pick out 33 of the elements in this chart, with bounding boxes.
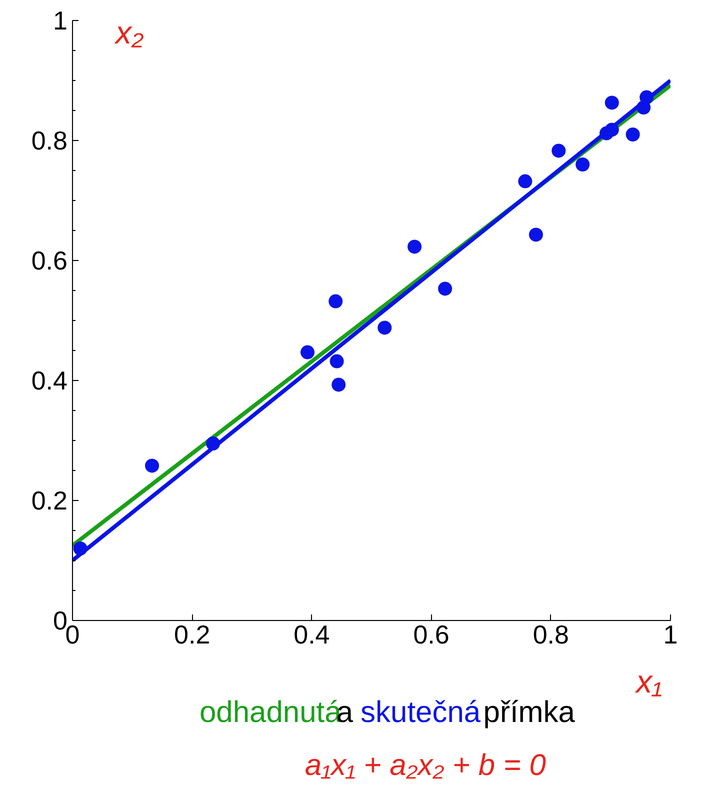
point — [604, 96, 619, 110]
x-tick-label: 1 — [663, 620, 678, 650]
point — [73, 542, 88, 556]
point — [626, 128, 640, 142]
point — [576, 158, 590, 172]
text: skutečná — [360, 696, 481, 729]
point — [328, 294, 343, 308]
point — [332, 378, 346, 392]
x-tick-label: 0.8 — [532, 620, 569, 650]
text: přímka — [483, 696, 576, 729]
point — [552, 144, 566, 158]
x-tick-label: 0.2 — [174, 620, 210, 650]
point — [604, 122, 619, 137]
point — [408, 240, 422, 254]
y-tick-label: 1 — [53, 6, 68, 36]
point — [330, 354, 344, 368]
point — [300, 345, 315, 360]
text: a₁x₁ + a₂x₂ + b = 0 — [304, 749, 546, 782]
x-tick-label: 0.6 — [413, 620, 450, 650]
y-tick-label: 0.8 — [31, 126, 68, 156]
point — [528, 228, 543, 242]
point — [518, 174, 532, 188]
y-tick-label: 0.6 — [31, 246, 68, 276]
point — [145, 458, 160, 473]
text: x₁ — [634, 664, 662, 700]
point — [438, 282, 452, 296]
y-tick-label: 0.2 — [31, 486, 68, 516]
point — [640, 90, 654, 104]
x-tick-label: 0.4 — [294, 620, 330, 650]
point — [206, 436, 220, 450]
annotation: x₂ — [114, 14, 144, 50]
point — [378, 320, 392, 335]
y-tick-label: 0.4 — [31, 366, 68, 396]
